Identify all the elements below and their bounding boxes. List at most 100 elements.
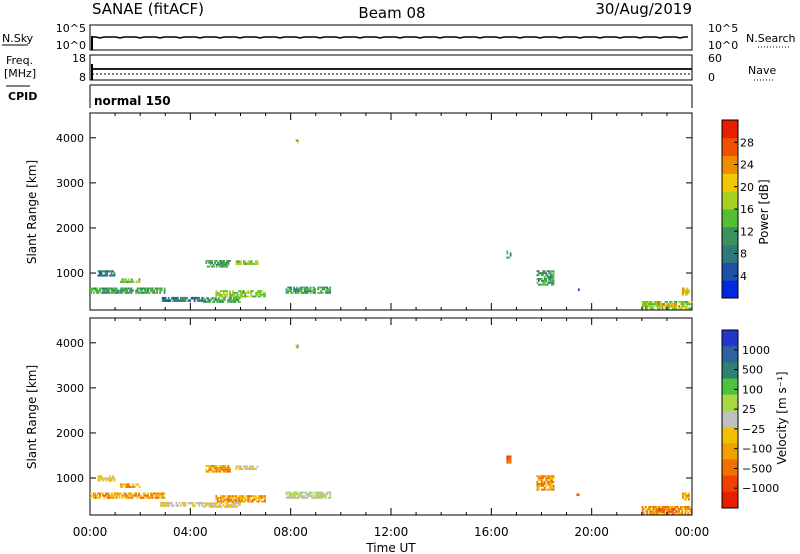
power-cell [227, 263, 230, 266]
power-cell [657, 307, 659, 310]
power-cell [199, 299, 202, 302]
power-cell [111, 289, 113, 292]
velocity-cell [211, 504, 214, 506]
velocity-patch [235, 465, 259, 470]
power-cell [305, 288, 307, 291]
power-cell [224, 261, 227, 264]
velocity-cell [215, 497, 218, 499]
velocity-cell [216, 502, 219, 505]
power-cell [305, 286, 307, 289]
velocity-cell [239, 498, 242, 501]
power-cell [646, 303, 649, 306]
velocity-cell [299, 493, 301, 496]
power-cell [682, 305, 685, 308]
velocity-cell [546, 481, 549, 483]
power-cell [253, 262, 256, 265]
power-cell [670, 301, 673, 304]
velocity-cell [543, 486, 546, 489]
velocity-cell [678, 510, 681, 513]
power-cell [108, 291, 110, 294]
power-cell [546, 270, 549, 273]
power-cell [144, 291, 146, 294]
power-cell [666, 305, 668, 308]
power-cell [673, 305, 676, 308]
power-cell [210, 299, 213, 301]
power-cell [198, 299, 201, 302]
nsearch-tick-top: 10^5 [708, 22, 738, 35]
power-cell [243, 260, 245, 263]
power-cell [258, 292, 260, 294]
power-cell [120, 289, 122, 292]
velocity-cell [218, 497, 221, 499]
velocity-cell [315, 491, 318, 494]
velocity-cell [536, 484, 539, 487]
velocity-cell [250, 500, 253, 503]
power-cell [113, 274, 116, 277]
power-cell [141, 291, 143, 294]
power-cell [218, 292, 221, 294]
power-cell [164, 296, 167, 300]
power-cell [682, 303, 685, 306]
velocity-cell [204, 502, 207, 505]
velocity-cell [211, 465, 214, 467]
power-cell [264, 292, 266, 294]
power-cell [685, 291, 687, 294]
velocity-cell [540, 484, 543, 487]
power-cell [551, 283, 553, 286]
velocity-colorbar-swatch [722, 378, 738, 396]
power-ytick-label: 4000 [56, 132, 84, 145]
power-cell [247, 292, 250, 294]
velocity-cell [224, 495, 227, 497]
power-colorbar-tick-label: 28 [740, 136, 754, 149]
velocity-cell [242, 497, 245, 499]
power-cell [321, 288, 324, 291]
velocity-cell [121, 483, 124, 486]
power-cell [259, 290, 262, 292]
velocity-cell [537, 479, 540, 482]
power-cell [160, 289, 163, 292]
power-cell [226, 265, 228, 268]
velocity-cell [303, 491, 306, 494]
velocity-cell [657, 512, 659, 515]
velocity-cell [311, 491, 313, 494]
power-cell [537, 278, 540, 280]
velocity-cell [536, 483, 539, 485]
power-patch [682, 287, 690, 296]
power-cell [172, 296, 175, 300]
velocity-cell [238, 465, 241, 468]
power-cell [543, 278, 546, 280]
power-cell [223, 265, 225, 268]
velocity-cell [241, 500, 244, 503]
power-colorbar-tick-label: 8 [740, 248, 747, 261]
power-cell [105, 287, 107, 290]
power-cell [682, 301, 685, 304]
power-cell [209, 263, 212, 266]
power-colorbar-swatch [722, 209, 738, 228]
velocity-cell [239, 497, 242, 499]
power-cell [687, 303, 690, 306]
power-cell [147, 291, 149, 294]
velocity-cell [678, 512, 681, 515]
power-cell [255, 260, 257, 263]
power-cell [161, 299, 164, 302]
velocity-cell [321, 491, 324, 494]
velocity-cell [124, 483, 127, 486]
velocity-cell [104, 479, 107, 482]
power-cell [156, 287, 158, 290]
velocity-cell [212, 470, 215, 473]
power-cell [303, 286, 306, 289]
power-cell [108, 287, 110, 290]
power-cell [215, 260, 218, 262]
velocity-cell [113, 477, 116, 480]
velocity-cell [551, 477, 553, 480]
velocity-cell [296, 497, 298, 499]
power-cell [213, 301, 216, 303]
velocity-cell [317, 491, 320, 494]
power-cell [539, 272, 542, 275]
velocity-cell [154, 494, 157, 497]
power-cell [99, 272, 101, 275]
power-cell [201, 296, 204, 300]
power-cell [685, 305, 688, 308]
power-cell [221, 265, 224, 268]
power-cell [545, 283, 548, 286]
